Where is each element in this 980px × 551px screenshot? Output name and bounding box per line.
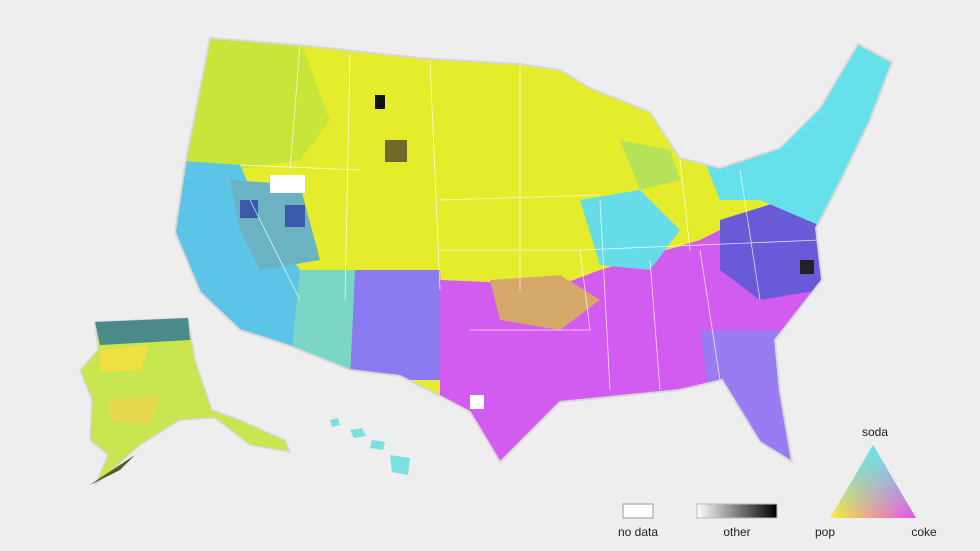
other-swatch	[696, 503, 778, 519]
coke-label: coke	[911, 525, 937, 539]
other-label: other	[723, 525, 750, 539]
pop-label: pop	[815, 525, 835, 539]
legend: no data other soda pop coke	[618, 425, 937, 539]
no-data-swatch	[622, 503, 654, 519]
hawaii	[330, 418, 410, 475]
color-triangle-overlay	[830, 445, 916, 518]
us-outline	[173, 36, 894, 465]
soda-label: soda	[862, 425, 888, 439]
contiguous-us	[175, 38, 892, 462]
no-data-label: no data	[618, 525, 658, 539]
alaska	[79, 317, 292, 486]
